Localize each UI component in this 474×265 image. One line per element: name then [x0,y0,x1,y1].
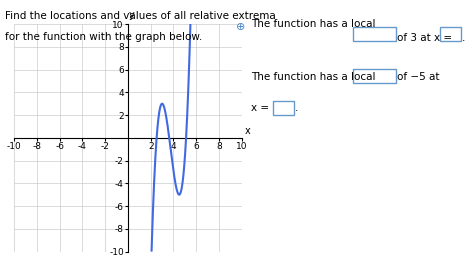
Text: ⊕: ⊕ [236,22,246,32]
Bar [440,26,461,41]
Text: x: x [245,126,250,136]
Text: .: . [295,103,298,113]
Text: Find the locations and values of all relative extrema: Find the locations and values of all rel… [5,11,275,21]
Text: ▼: ▼ [387,72,393,81]
Text: x =: x = [251,103,269,113]
Text: for the function with the graph below.: for the function with the graph below. [5,32,202,42]
Text: of 3 at x =: of 3 at x = [397,33,452,43]
Bar [353,26,396,41]
Text: of −5 at: of −5 at [397,72,440,82]
Text: The function has a local: The function has a local [251,72,376,82]
Text: The function has a local: The function has a local [251,19,376,29]
Text: y: y [128,10,134,20]
Text: ▼: ▼ [387,29,393,38]
Bar [353,69,396,83]
Text: .: . [462,33,465,43]
Bar [273,101,294,115]
